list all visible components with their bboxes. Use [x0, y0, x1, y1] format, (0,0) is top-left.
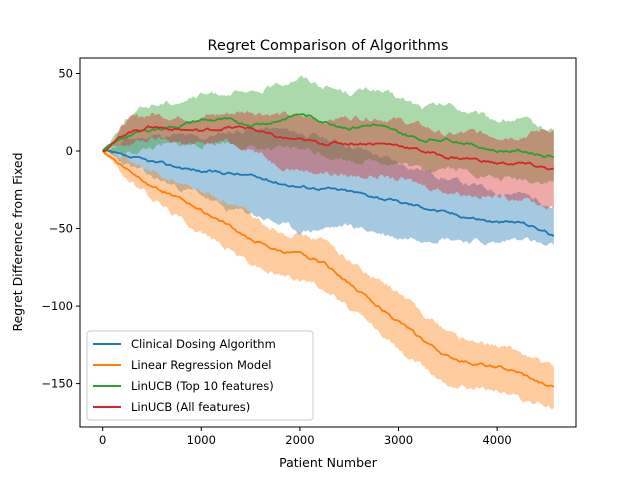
plot-frame [79, 57, 577, 428]
confidence-bands [102, 75, 554, 410]
x-axis-ticks: 0 1000 2000 3000 4000 [99, 427, 512, 447]
y-tick-label: 50 [58, 67, 73, 81]
y-axis-ticks: 50 0 −50 −100 −150 [41, 67, 80, 391]
legend-label-linear-regression-model: Linear Regression Model [131, 358, 271, 372]
y-tick-label: 0 [66, 144, 73, 158]
line-linucb-all-features [102, 125, 554, 171]
x-axis-label: Patient Number [279, 455, 378, 470]
legend-label-linucb-all-features: LinUCB (All features) [131, 400, 250, 414]
x-tick-label: 4000 [482, 433, 511, 447]
legend-label-clinical-dosing-algorithm: Clinical Dosing Algorithm [131, 337, 276, 351]
y-tick-label: −50 [49, 222, 73, 236]
x-tick-label: 0 [99, 433, 106, 447]
band-linucb-top-10-features [102, 75, 554, 185]
y-axis-label: Regret Difference from Fixed [10, 152, 25, 331]
y-tick-label: −150 [41, 377, 73, 391]
line-clinical-dosing-algorithm [102, 149, 555, 237]
legend-label-linucb-top-10-features: LinUCB (Top 10 features) [131, 379, 274, 393]
band-clinical-dosing-algorithm [102, 127, 554, 246]
x-tick-label: 1000 [187, 433, 216, 447]
band-linucb-all-features [102, 110, 554, 210]
y-tick-label: −100 [41, 299, 73, 313]
line-linear-regression-model [102, 150, 555, 388]
x-tick-label: 2000 [285, 433, 314, 447]
legend: Clinical Dosing Algorithm Linear Regressi… [86, 330, 314, 421]
chart-title: Regret Comparison of Algorithms [208, 38, 449, 54]
band-linear-regression-model [102, 148, 554, 410]
legend-box [86, 330, 314, 421]
series-lines [102, 113, 555, 388]
x-tick-label: 3000 [384, 433, 413, 447]
line-linucb-top-10-features [102, 113, 555, 159]
